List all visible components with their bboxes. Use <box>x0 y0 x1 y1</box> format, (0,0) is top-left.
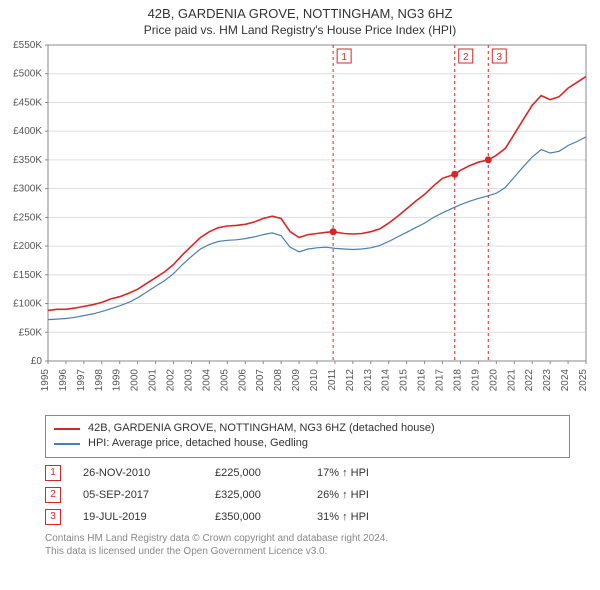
svg-text:£250K: £250K <box>13 212 42 223</box>
legend-item: HPI: Average price, detached house, Gedl… <box>54 436 561 451</box>
svg-text:2021: 2021 <box>506 369 517 392</box>
transaction-pct: 26% ↑ HPI <box>317 489 427 501</box>
svg-text:2003: 2003 <box>183 369 194 392</box>
transaction-price: £225,000 <box>215 467 295 479</box>
footer-attribution: Contains HM Land Registry data © Crown c… <box>45 532 570 558</box>
title-address: 42B, GARDENIA GROVE, NOTTINGHAM, NG3 6HZ <box>10 6 590 21</box>
svg-text:£550K: £550K <box>13 40 42 51</box>
footer-line-1: Contains HM Land Registry data © Crown c… <box>45 532 570 545</box>
svg-text:2011: 2011 <box>327 369 338 391</box>
svg-text:2014: 2014 <box>381 369 392 392</box>
transactions-table: 1 26-NOV-2010 £225,000 17% ↑ HPI 2 05-SEP-201… <box>45 462 570 528</box>
svg-text:£0: £0 <box>31 356 43 367</box>
svg-text:2008: 2008 <box>273 369 284 392</box>
svg-text:2022: 2022 <box>524 369 535 392</box>
svg-text:£400K: £400K <box>13 126 42 137</box>
svg-text:£500K: £500K <box>13 69 42 80</box>
footer-line-2: This data is licensed under the Open Gov… <box>45 545 570 558</box>
transaction-date: 05-SEP-2017 <box>83 489 193 501</box>
transaction-point <box>451 171 458 178</box>
transaction-row: 2 05-SEP-2017 £325,000 26% ↑ HPI <box>45 484 570 506</box>
svg-text:1997: 1997 <box>76 369 87 392</box>
chart-plot: £0 £50K £100K £150K £200K £250K £300K £350K £400… <box>0 39 600 409</box>
transaction-date: 26-NOV-2010 <box>83 467 193 479</box>
svg-text:2013: 2013 <box>363 369 374 392</box>
transaction-price: £350,000 <box>215 511 295 523</box>
chart-container: 42B, GARDENIA GROVE, NOTTINGHAM, NG3 6HZ… <box>0 0 600 558</box>
transaction-price: £325,000 <box>215 489 295 501</box>
svg-text:£100K: £100K <box>13 299 42 310</box>
transaction-marker: 2 <box>45 487 61 503</box>
transaction-marker: 1 <box>45 465 61 481</box>
transaction-pct: 31% ↑ HPI <box>317 511 427 523</box>
transaction-row: 3 19-JUL-2019 £350,000 31% ↑ HPI <box>45 506 570 528</box>
chart-svg: £0 £50K £100K £150K £200K £250K £300K £350K £400… <box>0 39 600 409</box>
svg-text:£350K: £350K <box>13 155 42 166</box>
transaction-pct: 17% ↑ HPI <box>317 467 427 479</box>
legend-label: HPI: Average price, detached house, Gedl… <box>88 436 308 451</box>
transaction-date: 19-JUL-2019 <box>83 511 193 523</box>
legend-swatch <box>54 443 80 445</box>
svg-text:2000: 2000 <box>130 369 141 392</box>
svg-text:2002: 2002 <box>166 369 177 392</box>
svg-text:2006: 2006 <box>237 369 248 392</box>
transaction-row: 1 26-NOV-2010 £225,000 17% ↑ HPI <box>45 462 570 484</box>
transaction-point <box>485 156 492 163</box>
svg-text:2015: 2015 <box>399 369 410 392</box>
svg-text:1996: 1996 <box>58 369 69 392</box>
svg-text:1995: 1995 <box>40 369 51 392</box>
svg-text:1: 1 <box>341 52 347 63</box>
svg-text:£200K: £200K <box>13 241 42 252</box>
svg-text:2001: 2001 <box>148 369 159 392</box>
svg-text:£450K: £450K <box>13 97 42 108</box>
svg-text:2018: 2018 <box>452 369 463 392</box>
svg-text:2025: 2025 <box>578 369 589 392</box>
svg-text:2020: 2020 <box>488 369 499 392</box>
svg-text:£300K: £300K <box>13 184 42 195</box>
transaction-point <box>330 228 337 235</box>
legend-label: 42B, GARDENIA GROVE, NOTTINGHAM, NG3 6HZ… <box>88 421 435 436</box>
svg-text:2016: 2016 <box>417 369 428 392</box>
svg-text:2017: 2017 <box>435 369 446 392</box>
svg-text:£150K: £150K <box>13 270 42 281</box>
transaction-marker: 3 <box>45 509 61 525</box>
legend: 42B, GARDENIA GROVE, NOTTINGHAM, NG3 6HZ… <box>45 415 570 458</box>
svg-text:2004: 2004 <box>201 369 212 392</box>
svg-text:£50K: £50K <box>19 327 43 338</box>
title-block: 42B, GARDENIA GROVE, NOTTINGHAM, NG3 6HZ… <box>0 0 600 39</box>
svg-text:2024: 2024 <box>560 369 571 392</box>
legend-swatch <box>54 428 80 430</box>
svg-text:1999: 1999 <box>112 369 123 392</box>
svg-text:2012: 2012 <box>345 369 356 392</box>
legend-item: 42B, GARDENIA GROVE, NOTTINGHAM, NG3 6HZ… <box>54 421 561 436</box>
svg-text:2023: 2023 <box>542 369 553 392</box>
svg-text:2019: 2019 <box>470 369 481 392</box>
svg-text:1998: 1998 <box>94 369 105 392</box>
svg-text:2007: 2007 <box>255 369 266 392</box>
svg-text:2: 2 <box>463 52 469 63</box>
svg-text:2009: 2009 <box>291 369 302 392</box>
svg-text:3: 3 <box>496 52 502 63</box>
svg-text:2010: 2010 <box>309 369 320 392</box>
svg-text:2005: 2005 <box>219 369 230 392</box>
title-subtitle: Price paid vs. HM Land Registry's House … <box>10 23 590 37</box>
